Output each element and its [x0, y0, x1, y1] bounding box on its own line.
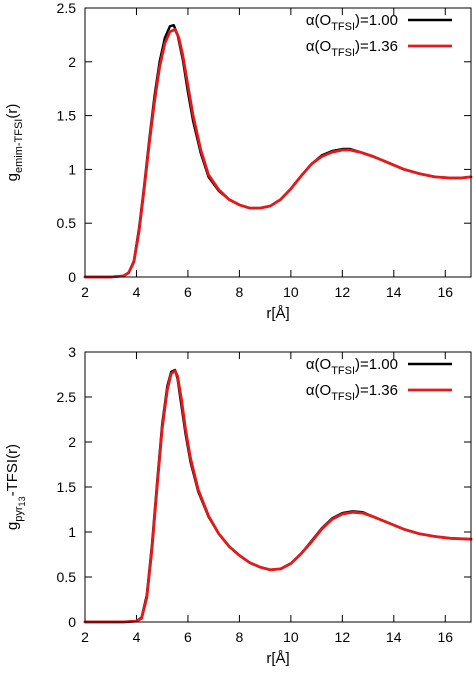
legend-prefix: α(O — [306, 38, 331, 55]
x-axis-label: r[Å] — [266, 650, 289, 667]
y-tick-label: 2 — [68, 434, 76, 450]
legend: α(OTFSI)=1.00α(OTFSI)=1.36 — [306, 356, 452, 403]
legend-subscript: TFSI — [331, 391, 355, 403]
x-tick-label: 4 — [133, 629, 141, 645]
x-tick-label: 8 — [236, 284, 244, 300]
x-tick-label: 10 — [283, 284, 299, 300]
y-tick-label: 2.5 — [57, 389, 77, 405]
legend-prefix: α(O — [306, 356, 331, 373]
y-label-base: g — [4, 173, 21, 181]
y-label-tail: -TFSI(r) — [4, 444, 21, 496]
x-tick-label: 4 — [133, 284, 141, 300]
x-tick-label: 6 — [184, 284, 192, 300]
x-tick-label: 16 — [437, 284, 453, 300]
chart-panel-bottom: 2 4 6 8 10 12 14 16 0 0.5 1 1.5 2 2.5 3 r[Å] gpyr13-TFSI… — [4, 344, 473, 667]
legend-suffix: )=1.00 — [355, 356, 398, 373]
plot-frame — [84, 7, 472, 278]
y-tick-label: 0.5 — [57, 215, 77, 231]
plot-frame — [84, 351, 472, 623]
y-label-subscript: pyr — [13, 506, 25, 522]
y-axis-label: gpyr13-TFSI(r) — [4, 444, 27, 530]
x-tick-label: 6 — [184, 629, 192, 645]
legend-suffix: )=1.36 — [355, 382, 398, 399]
y-tick-label: 1.5 — [57, 108, 77, 124]
y-tick-label: 1 — [68, 161, 76, 177]
series-line-2 — [83, 369, 473, 624]
y-tick-label: 1.5 — [57, 479, 77, 495]
x-tick-label: 2 — [81, 284, 89, 300]
y-tick-label: 0 — [68, 269, 76, 285]
legend-label-2: α(OTFSI)=1.36 — [306, 38, 398, 59]
legend-label-1: α(OTFSI)=1.00 — [306, 356, 398, 377]
legend-label-2: α(OTFSI)=1.36 — [306, 382, 398, 403]
x-axis-label: r[Å] — [266, 305, 289, 322]
legend: α(OTFSI)=1.00α(OTFSI)=1.36 — [306, 12, 452, 59]
y-label-base: g — [4, 522, 21, 530]
legend-suffix: )=1.36 — [355, 38, 398, 55]
y-label-tail: (r) — [4, 104, 21, 119]
y-axis-label: gemim-TFSI(r) — [4, 104, 25, 182]
x-tick-label: 8 — [236, 629, 244, 645]
y-tick-label: 2.5 — [57, 0, 77, 16]
y-label-subscript-index: 13 — [17, 496, 27, 506]
y-tick-label: 3 — [68, 344, 76, 360]
x-tick-label: 16 — [437, 629, 453, 645]
x-tick-label: 10 — [283, 629, 299, 645]
legend-prefix: α(O — [306, 382, 331, 399]
legend-subscript: TFSI — [331, 47, 355, 59]
legend-suffix: )=1.00 — [355, 12, 398, 29]
x-tick-label: 14 — [386, 629, 402, 645]
legend-subscript: TFSI — [331, 365, 355, 377]
chart-panel-top: 2 4 6 8 10 12 14 16 0 0.5 1 1.5 2 2.5 r[Å] gemim-TFSI(r… — [4, 0, 473, 322]
legend-label-1: α(OTFSI)=1.00 — [306, 12, 398, 33]
series-line-1 — [83, 24, 473, 279]
x-tick-label: 12 — [335, 629, 351, 645]
series-line-2 — [83, 28, 473, 279]
legend-subscript: TFSI — [331, 21, 355, 33]
legend-prefix: α(O — [306, 12, 331, 29]
x-tick-label: 2 — [81, 629, 89, 645]
series-line-1 — [83, 368, 473, 624]
y-tick-label: 2 — [68, 54, 76, 70]
y-tick-label: 1 — [68, 524, 76, 540]
y-label-subscript: emim-TFSI — [13, 119, 25, 173]
x-tick-label: 14 — [386, 284, 402, 300]
x-tick-label: 12 — [335, 284, 351, 300]
y-tick-label: 0.5 — [57, 569, 77, 585]
y-tick-label: 0 — [68, 614, 76, 630]
